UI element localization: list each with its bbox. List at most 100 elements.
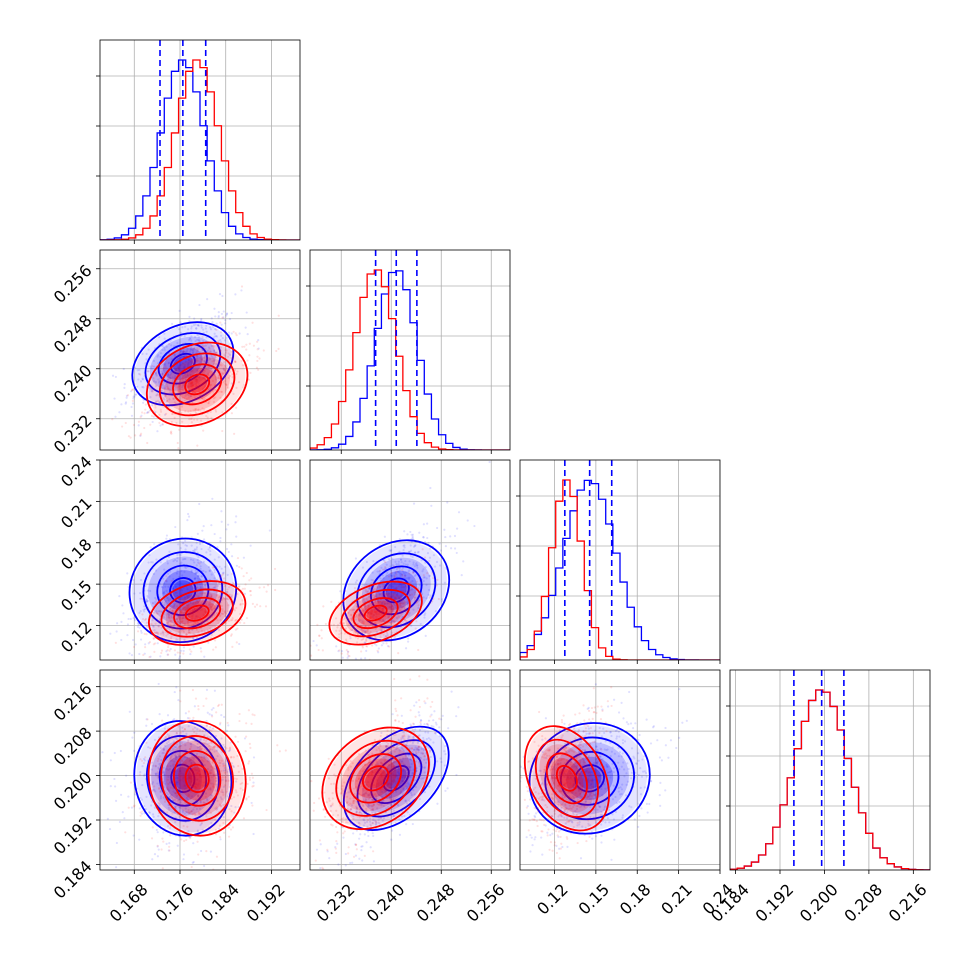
scatter-point bbox=[257, 369, 259, 371]
scatter-point bbox=[429, 602, 431, 604]
scatter-point bbox=[139, 373, 141, 375]
scatter-point bbox=[156, 829, 158, 831]
scatter-point bbox=[214, 533, 216, 535]
scatter-point bbox=[137, 630, 139, 632]
scatter-point bbox=[150, 546, 152, 548]
y-tick-label: 0.24 bbox=[57, 452, 96, 491]
scatter-point bbox=[202, 429, 204, 431]
scatter-point bbox=[245, 722, 247, 724]
scatter-point bbox=[137, 626, 139, 628]
scatter-point bbox=[126, 572, 128, 574]
scatter-point bbox=[275, 350, 277, 352]
scatter-point bbox=[109, 633, 111, 635]
scatter-point bbox=[265, 809, 267, 811]
scatter-point bbox=[135, 791, 137, 793]
scatter-point bbox=[250, 545, 252, 547]
scatter-point bbox=[120, 621, 122, 623]
scatter-point bbox=[249, 779, 251, 781]
scatter-point bbox=[393, 565, 395, 567]
scatter-point bbox=[212, 649, 214, 651]
scatter-point bbox=[279, 750, 281, 752]
scatter-point bbox=[146, 622, 148, 624]
scatter-point bbox=[372, 579, 374, 581]
scatter-point bbox=[144, 633, 146, 635]
scatter-point bbox=[192, 717, 194, 719]
scatter-point bbox=[188, 836, 190, 838]
scatter-point bbox=[165, 538, 167, 540]
scatter-point bbox=[400, 697, 402, 699]
scatter-point bbox=[224, 322, 226, 324]
scatter-point bbox=[348, 655, 350, 657]
scatter-point bbox=[248, 796, 250, 798]
scatter-point bbox=[352, 832, 354, 834]
scatter-point bbox=[419, 721, 421, 723]
scatter-point bbox=[234, 293, 236, 295]
scatter-point bbox=[221, 521, 223, 523]
scatter-point bbox=[384, 561, 386, 563]
scatter-point bbox=[183, 650, 185, 652]
scatter-point bbox=[133, 732, 135, 734]
scatter-point bbox=[151, 837, 153, 839]
scatter-point bbox=[153, 543, 155, 545]
scatter-point bbox=[153, 638, 155, 640]
scatter-point bbox=[266, 590, 268, 592]
scatter-point bbox=[410, 581, 412, 583]
scatter-point bbox=[114, 752, 116, 754]
scatter-point bbox=[346, 649, 348, 651]
scatter-point bbox=[392, 713, 394, 715]
scatter-point bbox=[236, 565, 238, 567]
scatter-point bbox=[198, 660, 200, 662]
scatter-point bbox=[419, 706, 421, 708]
scatter-point bbox=[250, 577, 252, 579]
scatter-point bbox=[214, 639, 216, 641]
scatter-point bbox=[144, 643, 146, 645]
scatter-point bbox=[167, 653, 169, 655]
scatter-point bbox=[245, 344, 247, 346]
scatter-point bbox=[143, 427, 145, 429]
scatter-point bbox=[216, 323, 218, 325]
scatter-point bbox=[147, 607, 149, 609]
scatter-point bbox=[231, 573, 233, 575]
scatter-point bbox=[187, 513, 189, 515]
scatter-point bbox=[418, 714, 420, 716]
scatter-point bbox=[328, 886, 330, 888]
scatter-point bbox=[377, 650, 379, 652]
scatter-point bbox=[423, 574, 425, 576]
scatter-point bbox=[420, 723, 422, 725]
scatter-point bbox=[248, 760, 250, 762]
scatter-point bbox=[144, 409, 146, 411]
scatter-point bbox=[257, 348, 259, 350]
scatter-point bbox=[454, 535, 456, 537]
scatter-point bbox=[152, 421, 154, 423]
scatter-point bbox=[224, 319, 226, 321]
scatter-point bbox=[72, 410, 74, 412]
scatter-point bbox=[253, 714, 255, 716]
scatter-point bbox=[112, 375, 114, 377]
scatter-point bbox=[223, 577, 225, 579]
y-tick-label: 0.21 bbox=[57, 494, 96, 533]
scatter-point bbox=[450, 547, 452, 549]
scatter-point bbox=[230, 543, 232, 545]
scatter-point bbox=[130, 782, 132, 784]
histogram-series-0 bbox=[100, 60, 300, 240]
scatter-point bbox=[211, 709, 213, 711]
scatter-point bbox=[178, 657, 180, 659]
scatter-point bbox=[132, 639, 134, 641]
scatter-point bbox=[135, 393, 137, 395]
scatter-point bbox=[179, 690, 181, 692]
scatter-point bbox=[382, 642, 384, 644]
scatter-point bbox=[132, 388, 134, 390]
scatter-point bbox=[393, 576, 395, 578]
scatter-point bbox=[408, 572, 410, 574]
scatter-point bbox=[164, 828, 166, 830]
scatter-point bbox=[346, 657, 348, 659]
scatter-point bbox=[219, 540, 221, 542]
scatter-point bbox=[267, 584, 269, 586]
scatter-point bbox=[412, 534, 414, 536]
scatter-point bbox=[123, 817, 125, 819]
scatter-point bbox=[113, 397, 115, 399]
scatter-point bbox=[137, 755, 139, 757]
scatter-point bbox=[224, 332, 226, 334]
scatter-point bbox=[186, 519, 188, 521]
